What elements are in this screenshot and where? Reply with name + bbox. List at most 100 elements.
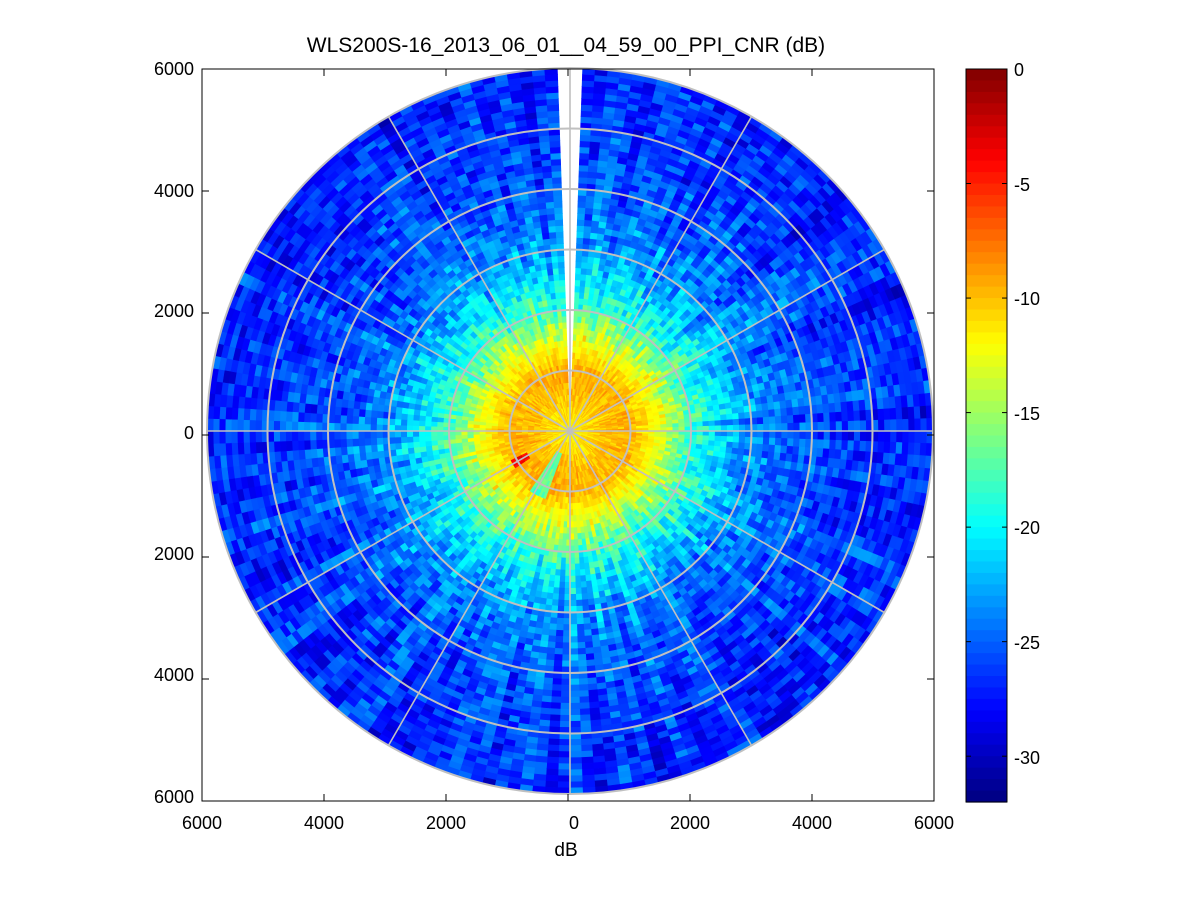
cnr-cell: [732, 412, 740, 420]
cnr-cell: [579, 575, 587, 583]
cnr-cell: [575, 267, 582, 275]
cnr-cell: [557, 261, 565, 269]
plot-area: [201, 67, 935, 802]
cnr-cell: [558, 273, 566, 281]
cnr-cell: [577, 538, 583, 546]
cnr-cell: [573, 527, 578, 535]
cnr-cell: [578, 557, 585, 565]
cnr-cell: [419, 445, 427, 453]
cnr-cell: [563, 339, 568, 347]
cnr-cell: [551, 593, 559, 601]
cnr-cell: [574, 581, 582, 589]
cnr-cell: [720, 430, 728, 437]
cnr-cell: [425, 445, 433, 452]
cnr-cell: [569, 581, 576, 589]
cnr-cell: [412, 425, 420, 432]
cnr-cell: [406, 441, 414, 449]
cnr-cells: [206, 67, 934, 795]
cnr-cell: [586, 592, 594, 600]
cnr-cell: [572, 521, 578, 529]
cnr-cell: [559, 279, 566, 287]
cnr-cell: [714, 414, 722, 422]
cnr-cell: [412, 435, 420, 443]
cnr-cell: [578, 563, 585, 571]
cnr-cell: [714, 420, 722, 427]
cnr-cell: [696, 416, 704, 423]
cnr-cell: [714, 440, 722, 448]
cnr-cell: [557, 593, 565, 601]
cnr-cell: [660, 423, 668, 429]
cnr-cell: [406, 413, 414, 421]
cnr-cell: [551, 261, 559, 269]
cnr-cell: [677, 418, 685, 424]
cnr-cell: [567, 400, 570, 408]
cnr-cell: [553, 279, 561, 287]
cnr-cell: [574, 273, 582, 281]
cnr-cell: [574, 563, 581, 571]
cnr-cell: [424, 440, 432, 447]
cnr-cell: [566, 382, 569, 390]
cnr-cell: [654, 424, 662, 429]
cnr-cell: [708, 420, 716, 427]
cnr-cell: [563, 599, 571, 607]
cnr-cell: [581, 593, 589, 601]
cnr-cell: [585, 580, 593, 588]
cnr-cell: [430, 420, 438, 427]
cnr-cell: [412, 414, 420, 421]
cnr-cell: [575, 587, 582, 595]
cnr-cell: [555, 291, 562, 299]
cnr-cell: [573, 539, 579, 547]
cnr-cell: [559, 575, 566, 583]
cnr-cell: [400, 430, 408, 438]
chart-title: WLS200S-16_2013_06_01__04_59_00_PPI_CNR …: [307, 34, 825, 57]
cnr-cell: [713, 409, 721, 417]
cnr-cell: [732, 424, 740, 432]
cnr-cell: [579, 279, 587, 287]
cnr-cell: [564, 358, 568, 365]
cnr-cell: [732, 418, 740, 426]
cnr-cell: [455, 438, 463, 444]
cnr-cell: [553, 273, 560, 281]
cnr-cell: [559, 569, 566, 577]
cnr-cell: [726, 441, 734, 449]
cnr-cell: [732, 436, 740, 444]
cnr-cell: [720, 425, 728, 432]
cnr-cell: [406, 430, 414, 438]
cnr-cell: [401, 447, 409, 455]
cnr-cell: [678, 422, 686, 428]
cnr-cell: [472, 433, 480, 439]
cnr-cell: [565, 376, 569, 384]
cnr-cell: [726, 436, 734, 443]
cnr-cell: [563, 587, 571, 595]
cnr-cell: [406, 424, 414, 432]
cnr-cell: [702, 435, 710, 442]
cnr-cell: [666, 423, 674, 428]
cnr-cell: [584, 574, 592, 582]
cnr-cell: [574, 285, 581, 293]
cnr-cell: [726, 419, 734, 426]
cnr-cell: [574, 575, 581, 583]
cnr-cell: [580, 267, 588, 275]
cnr-cell: [707, 410, 715, 417]
cnr-cell: [696, 421, 704, 427]
cnr-cell: [574, 297, 580, 305]
cnr-cell: [436, 421, 444, 427]
cnr-cell: [418, 440, 426, 448]
cnr-cell: [546, 268, 554, 276]
cnr-cell: [412, 441, 420, 448]
cnr-cell: [406, 436, 414, 443]
cnr-cell: [418, 435, 426, 442]
cnr-cell: [560, 297, 566, 305]
cnr-cell: [552, 587, 560, 595]
cnr-cell: [546, 262, 554, 270]
cnr-cell: [580, 581, 587, 589]
cnr-cell: [575, 593, 583, 601]
cnr-cell: [407, 447, 415, 455]
cnr-cell: [574, 557, 580, 565]
cnr-cell: [719, 408, 727, 416]
cnr-cell: [581, 261, 589, 269]
cnr-cell: [569, 587, 577, 595]
cnr-cell: [732, 442, 740, 450]
cnr-cell: [574, 291, 581, 299]
